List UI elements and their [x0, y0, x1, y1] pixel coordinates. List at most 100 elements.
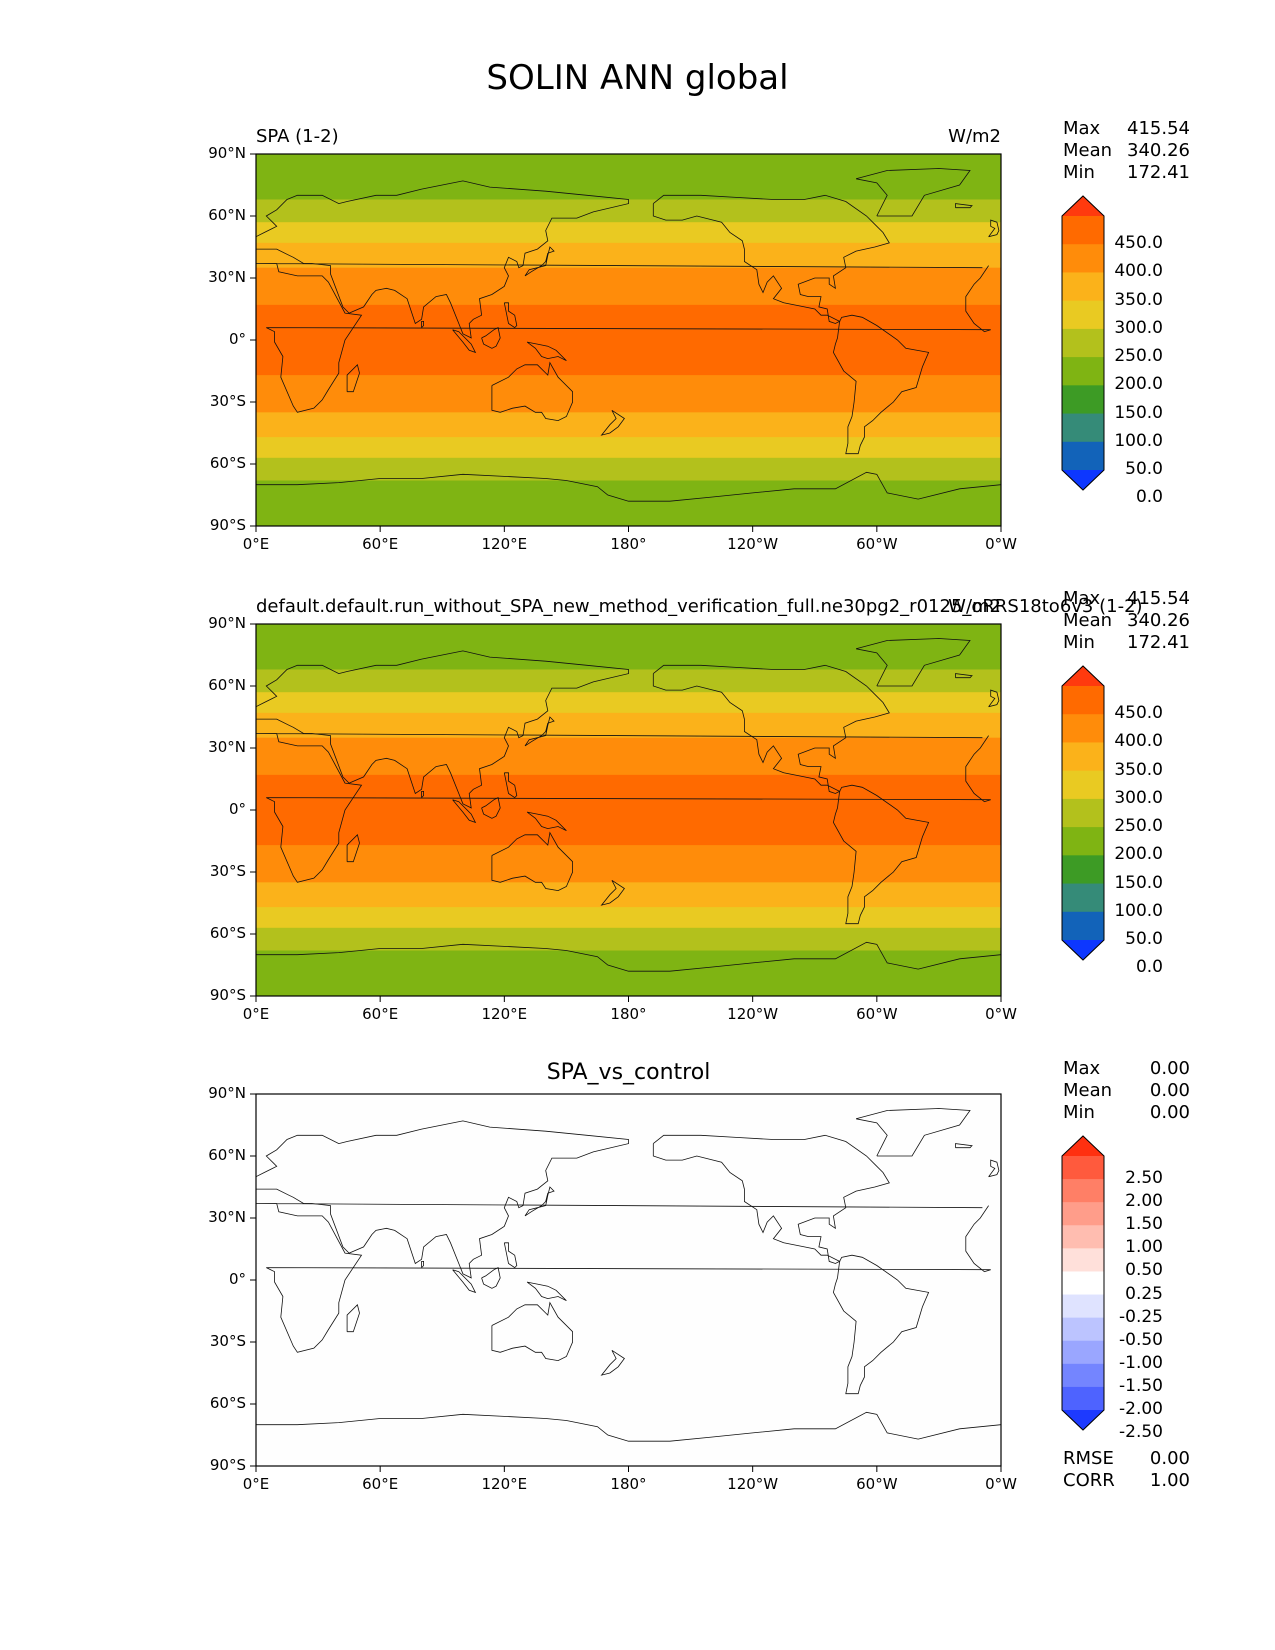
- colorbar-segment: [1062, 911, 1104, 941]
- stat-label-max: Max: [1063, 588, 1101, 609]
- coastline: [600, 1349, 625, 1376]
- colorbar-label: 2.00: [1125, 1191, 1163, 1212]
- stat-label-min: Min: [1063, 632, 1095, 653]
- coastline: [255, 1120, 629, 1279]
- colorbar-label: 400.0: [1114, 261, 1163, 282]
- field-band: [256, 222, 1001, 244]
- colorbar-label: -0.25: [1119, 1306, 1163, 1327]
- lat-tick-label: 90°S: [209, 1456, 246, 1474]
- field-band: [256, 457, 1001, 482]
- coastline: [491, 361, 573, 422]
- field-band: [256, 692, 1001, 714]
- lon-tick-label: 60°W: [856, 1005, 898, 1023]
- stat-value-mean: 0.00: [1149, 1080, 1190, 1101]
- stat-value-max: 415.54: [1127, 588, 1190, 609]
- colorbar-outline: [1061, 195, 1105, 491]
- colorbar-label: 200.0: [1114, 374, 1163, 395]
- lon-tick-label: 120°W: [727, 1005, 779, 1023]
- colorbar-label: -1.50: [1119, 1375, 1163, 1396]
- lat-tick-label: 90°S: [209, 986, 246, 1004]
- coastline: [652, 664, 890, 794]
- field-band: [256, 845, 1001, 883]
- field-band: [256, 669, 1001, 693]
- panel-units: W/m2: [948, 126, 1001, 147]
- colorbar-segment: [1062, 798, 1104, 828]
- coastline: [421, 321, 424, 328]
- lat-tick-label: 90°N: [208, 614, 246, 632]
- field-band: [256, 480, 1001, 527]
- coastline: [652, 1134, 890, 1264]
- colorbar-segment: [1062, 1271, 1104, 1296]
- lat-tick-label: 60°N: [208, 1146, 246, 1164]
- colorbar-label: 1.50: [1125, 1214, 1163, 1235]
- colorbar-segment: [1062, 1179, 1104, 1203]
- coastline: [256, 471, 1002, 502]
- coastline: [491, 1301, 573, 1362]
- colorbar-extend-min: [1062, 1410, 1104, 1430]
- colorbar-label: 200.0: [1114, 844, 1163, 865]
- colorbar: [1061, 195, 1105, 491]
- stat-value-min: 0.00: [1149, 1102, 1190, 1123]
- lat-tick-label: 60°S: [209, 1394, 246, 1412]
- lon-tick-label: 0°E: [242, 1005, 270, 1023]
- colorbar-segment: [1062, 244, 1104, 273]
- colorbar-segment: [1062, 1340, 1104, 1365]
- coastline: [832, 1254, 930, 1395]
- colorbar-label: 50.0: [1125, 459, 1163, 479]
- colorbar-segment: [1062, 357, 1104, 386]
- colorbar-segment: [1062, 686, 1104, 715]
- colorbar-label: 100.0: [1114, 430, 1163, 451]
- stat-value-mean: 340.26: [1127, 140, 1190, 161]
- coastline: [955, 203, 973, 209]
- colorbar-segment: [1062, 1363, 1104, 1388]
- stat-label-max: Max: [1063, 118, 1101, 139]
- field-band: [256, 1094, 1001, 1467]
- stat-value-mean: 340.26: [1127, 610, 1190, 631]
- coastline: [503, 1242, 518, 1269]
- coastline: [255, 180, 629, 339]
- coastline: [346, 1304, 360, 1333]
- colorbar-label: -0.50: [1119, 1329, 1163, 1350]
- lat-tick-label: 60°N: [208, 676, 246, 694]
- lon-tick-label: 60°W: [856, 535, 898, 553]
- field-band: [256, 737, 1001, 776]
- stat-label-corr: CORR: [1063, 1470, 1115, 1491]
- colorbar-segment: [1062, 1202, 1104, 1226]
- lat-tick-label: 90°N: [208, 1084, 246, 1102]
- lon-tick-label: 120°E: [481, 1475, 528, 1493]
- stat-value-corr: 1.00: [1149, 1470, 1190, 1491]
- field-band: [256, 927, 1001, 952]
- lon-tick-label: 0°W: [985, 535, 1017, 553]
- colorbar-label: 350.0: [1114, 759, 1163, 780]
- colorbar-outline: [1061, 1135, 1105, 1431]
- lon-tick-label: 0°E: [242, 535, 270, 553]
- coastline: [421, 1261, 424, 1268]
- coastline: [524, 1186, 555, 1217]
- lat-tick-label: 30°S: [209, 862, 246, 880]
- field-band: [256, 199, 1001, 223]
- field-band: [256, 907, 1001, 929]
- colorbar-label: 50.0: [1125, 929, 1163, 949]
- colorbar-outline: [1061, 665, 1105, 961]
- coastline: [346, 834, 360, 863]
- coastline: [481, 1267, 501, 1289]
- field-band: [256, 375, 1001, 413]
- colorbar-segment: [1062, 1156, 1104, 1180]
- colorbar-label: 400.0: [1114, 731, 1163, 752]
- coastline: [524, 716, 555, 747]
- colorbar-segment: [1062, 1317, 1104, 1342]
- colorbar-segment: [1062, 413, 1104, 443]
- coastline: [452, 1269, 477, 1294]
- colorbar-segment: [1062, 1294, 1104, 1319]
- coastline: [652, 194, 890, 324]
- colorbar-segment: [1062, 883, 1104, 913]
- colorbar-segment: [1062, 441, 1104, 471]
- colorbar-label: 450.0: [1114, 703, 1163, 724]
- colorbar-label: -2.00: [1119, 1399, 1163, 1419]
- coastline: [526, 811, 567, 832]
- coastline: [988, 219, 1000, 238]
- coastline: [524, 246, 555, 277]
- field-band: [256, 774, 1001, 846]
- colorbar-extend-max: [1062, 666, 1104, 686]
- coastline: [955, 673, 973, 679]
